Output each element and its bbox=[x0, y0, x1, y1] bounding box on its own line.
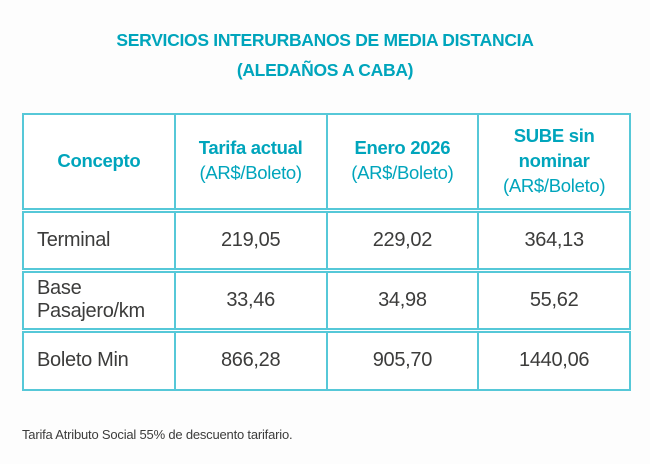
cell-value: 866,28 bbox=[173, 329, 328, 391]
cell-value: 33,46 bbox=[173, 269, 328, 333]
cell-value: 219,05 bbox=[173, 209, 328, 273]
cell-value: 1440,06 bbox=[477, 329, 631, 391]
row-label: Base Pasajero/km bbox=[22, 269, 176, 333]
row-label: Boleto Min bbox=[22, 329, 176, 391]
footnote: Tarifa Atributo Social 55% de descuento … bbox=[22, 427, 293, 442]
column-header-enero-2026: Enero 2026 (AR$/Boleto) bbox=[325, 113, 480, 213]
column-header-tarifa-actual: Tarifa actual (AR$/Boleto) bbox=[173, 113, 328, 213]
tariff-table: Concepto Tarifa actual (AR$/Boleto) Ener… bbox=[22, 113, 631, 391]
page-title-line-2: (ALEDAÑOS A CABA) bbox=[236, 60, 414, 80]
column-label: Tarifa actual bbox=[198, 137, 303, 159]
cell-value: 55,62 bbox=[477, 269, 631, 333]
cell-value: 229,02 bbox=[325, 209, 480, 273]
column-sublabel: (AR$/Boleto) bbox=[351, 162, 454, 184]
table-row-terminal: Terminal 219,05 229,02 364,13 bbox=[22, 209, 631, 273]
cell-value: 364,13 bbox=[477, 209, 631, 273]
page-title: SERVICIOS INTERURBANOS DE MEDIA DISTANCI… bbox=[0, 25, 650, 85]
column-sublabel: (AR$/Boleto) bbox=[199, 162, 302, 184]
header-row: Concepto Tarifa actual (AR$/Boleto) Ener… bbox=[22, 113, 631, 213]
cell-value: 34,98 bbox=[325, 269, 480, 333]
column-header-sube-sin-nominar: SUBE sin nominar (AR$/Boleto) bbox=[477, 113, 631, 213]
column-label: SUBE sin nominar bbox=[513, 124, 595, 171]
column-label: Concepto bbox=[57, 149, 141, 171]
column-sublabel: (AR$/Boleto) bbox=[502, 174, 606, 196]
page-title-line-1: SERVICIOS INTERURBANOS DE MEDIA DISTANCI… bbox=[116, 30, 534, 50]
row-label: Terminal bbox=[22, 209, 176, 273]
column-header-concepto: Concepto bbox=[22, 113, 176, 213]
column-label: Enero 2026 bbox=[354, 137, 451, 159]
cell-value: 905,70 bbox=[325, 329, 480, 391]
table-row-boleto-min: Boleto Min 866,28 905,70 1440,06 bbox=[22, 329, 631, 391]
table-row-base-pasajero-km: Base Pasajero/km 33,46 34,98 55,62 bbox=[22, 269, 631, 333]
